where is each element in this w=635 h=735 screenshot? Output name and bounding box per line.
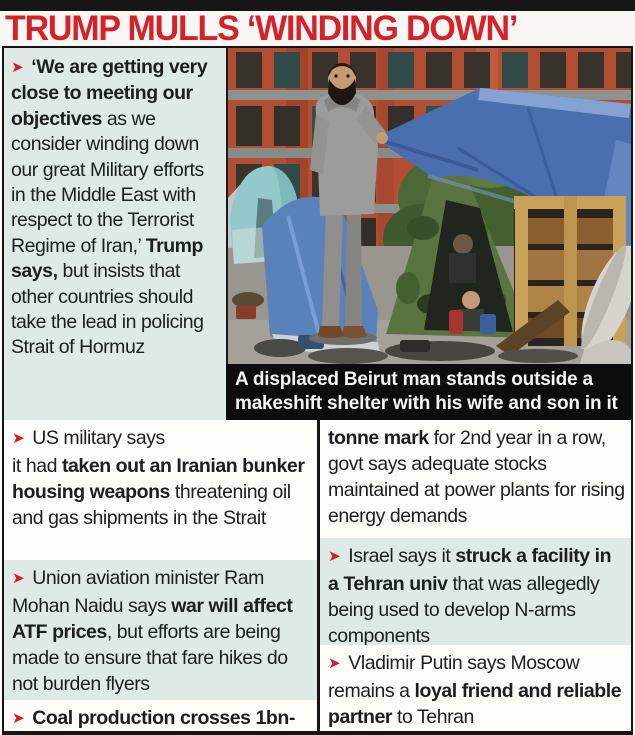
bullet-arrow-icon: ➤	[12, 430, 25, 447]
ground-debris	[232, 292, 578, 364]
news-item-aviation: ➤ Union aviation minister Ram Mohan Naid…	[4, 560, 317, 700]
news-panel: ➤ ‘We are getting very close to meeting …	[2, 46, 633, 735]
news-item-putin: ➤ Vladimir Putin says Moscow remains a l…	[320, 645, 631, 731]
photo-illustration	[228, 48, 631, 364]
digest-left-column: ➤ US military says it had taken out an Ir…	[4, 420, 317, 731]
white-tarp-roll	[580, 245, 631, 364]
son-figure	[462, 291, 480, 309]
bullet-arrow-icon: ➤	[11, 59, 24, 76]
man-figure	[309, 63, 388, 345]
camo-tent	[386, 160, 533, 338]
news-item-israel: ➤ Israel says it struck a facility in a …	[320, 538, 631, 645]
bullet-arrow-icon: ➤	[328, 548, 341, 565]
news-photo	[226, 48, 631, 364]
photo-caption-line1: A displaced Beirut man stands outside a	[235, 369, 593, 390]
wife-figure	[453, 234, 473, 254]
bullet-arrow-icon: ➤	[12, 570, 25, 587]
digest-right-column: tonne mark for 2nd year in a row, govt s…	[320, 420, 631, 731]
photo-caption: A displaced Beirut man stands outside a …	[226, 364, 631, 420]
page-title: TRUMP MULLS ‘WINDING DOWN’	[0, 10, 635, 48]
photo-caption-line2: makeshift shelter with his wife and son …	[235, 393, 618, 414]
column-divider	[317, 420, 320, 731]
news-item-coal-continued: tonne mark for 2nd year in a row, govt s…	[320, 420, 631, 538]
lead-quote-item: ➤ ‘We are getting very close to meeting …	[11, 56, 208, 359]
bullet-arrow-icon: ➤	[12, 710, 25, 727]
top-black-bar	[0, 0, 635, 11]
news-item-coal: ➤ Coal production crosses 1bn-	[4, 700, 317, 731]
news-item-us-military: ➤ US military says it had taken out an Ir…	[4, 420, 317, 560]
bullet-arrow-icon: ➤	[328, 655, 341, 672]
news-digest: ➤ US military says it had taken out an Ir…	[4, 420, 631, 731]
